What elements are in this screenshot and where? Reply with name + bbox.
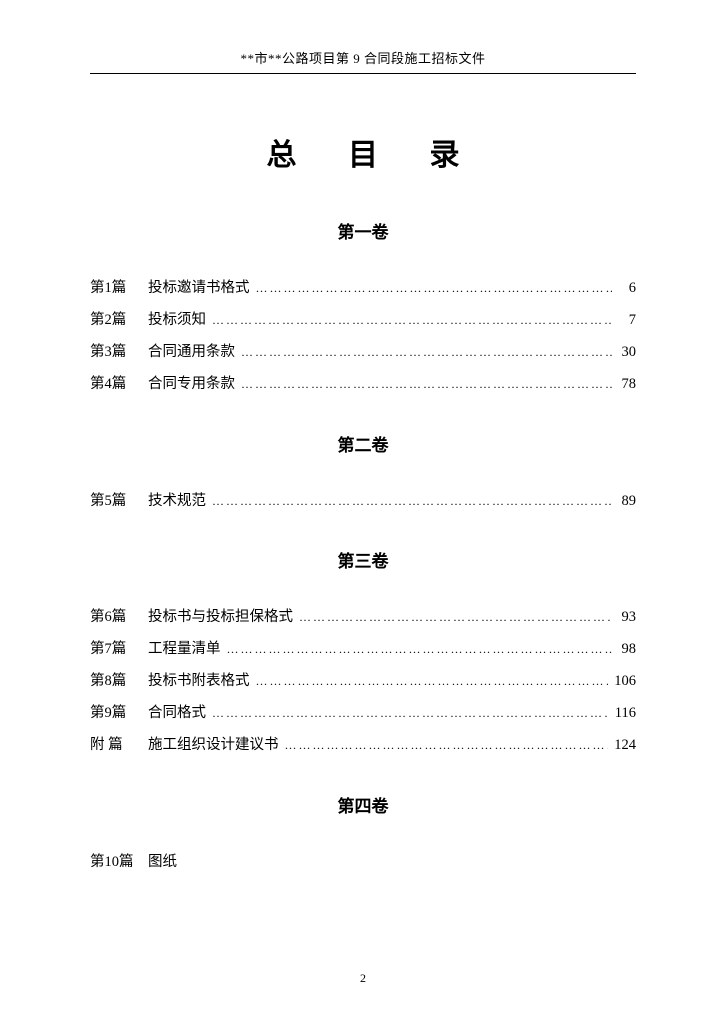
toc-row: 第8篇投标书附表格式………………………………………………………………………………… [90,666,636,698]
toc-row: 第6篇投标书与投标担保格式………………………………………………………………………… [90,602,636,634]
toc-page: 124 [608,730,636,762]
toc-leader: ……………………………………………………………………………… [212,700,609,726]
toc-row: 第10篇图纸……………………………………………………………………………… [90,847,636,879]
toc-leader: ……………………………………………………………………………… [227,636,613,662]
toc-page: 98 [612,634,636,666]
toc-chapter: 第7篇 [90,634,148,666]
toc-row: 第2篇投标须知………………………………………………………………………………7 [90,305,636,337]
toc-page: 30 [612,337,636,369]
toc-row: 第9篇合同格式………………………………………………………………………………116 [90,698,636,730]
toc-row: 第4篇合同专用条款………………………………………………………………………………7… [90,369,636,401]
toc-row: 第1篇投标邀请书格式………………………………………………………………………………… [90,273,636,305]
toc-title: 施工组织设计建议书 [148,730,285,762]
toc-page: 106 [608,666,636,698]
main-title: 总 目 录 [90,130,636,174]
toc-chapter: 第6篇 [90,602,148,634]
toc-title: 工程量清单 [148,634,227,666]
toc-row: 第7篇工程量清单………………………………………………………………………………98 [90,634,636,666]
toc-leader: ……………………………………………………………………………… [256,275,613,301]
toc-title: 合同专用条款 [148,369,241,401]
toc-leader: ……………………………………………………………………………… [212,488,612,514]
title-char-3: 录 [430,130,460,174]
toc-title: 投标书与投标担保格式 [148,602,299,634]
page-number: 2 [0,971,726,986]
toc-chapter: 附 篇 [90,730,148,762]
toc-title: 投标须知 [148,305,212,337]
title-char-1: 总 [267,130,297,174]
toc-row: 第3篇合同通用条款………………………………………………………………………………3… [90,337,636,369]
toc-chapter: 第2篇 [90,305,148,337]
volume-heading: 第一卷 [90,218,636,243]
toc-row: 附 篇施工组织设计建议书…………………………………………………………………………… [90,730,636,762]
toc-chapter: 第5篇 [90,486,148,518]
volume-heading: 第四卷 [90,792,636,817]
toc-row: 第5篇技术规范………………………………………………………………………………89 [90,486,636,518]
toc-leader: ……………………………………………………………………………… [256,668,609,694]
toc-chapter: 第9篇 [90,698,148,730]
toc-leader: ……………………………………………………………………………… [285,732,609,758]
volume-heading: 第三卷 [90,547,636,572]
toc-title: 技术规范 [148,486,212,518]
toc-leader: ……………………………………………………………………………… [241,371,612,397]
toc-page: 78 [612,369,636,401]
toc-leader: ……………………………………………………………………………… [241,339,612,365]
toc-chapter: 第4篇 [90,369,148,401]
toc-leader: ……………………………………………………………………………… [299,604,612,630]
toc-page: 6 [612,273,636,305]
document-header: **市**公路项目第 9 合同段施工招标文件 [90,48,636,74]
toc-title: 合同通用条款 [148,337,241,369]
toc-page: 89 [612,486,636,518]
toc-title: 合同格式 [148,698,212,730]
table-of-contents: 第一卷第1篇投标邀请书格式………………………………………………………………………… [90,218,636,879]
toc-title: 投标书附表格式 [148,666,256,698]
toc-page: 7 [612,305,636,337]
toc-title: 投标邀请书格式 [148,273,256,305]
toc-chapter: 第3篇 [90,337,148,369]
toc-chapter: 第1篇 [90,273,148,305]
title-char-2: 目 [348,130,378,174]
toc-chapter: 第10篇 [90,847,148,879]
volume-heading: 第二卷 [90,431,636,456]
toc-title: 图纸 [148,847,183,879]
toc-page: 116 [609,698,636,730]
toc-page: 93 [612,602,636,634]
toc-chapter: 第8篇 [90,666,148,698]
toc-leader: ……………………………………………………………………………… [212,307,612,333]
